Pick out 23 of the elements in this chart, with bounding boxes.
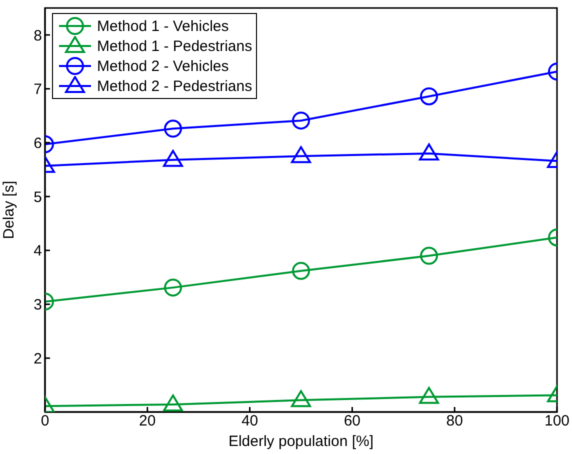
x-tick-label: 60 — [344, 412, 361, 430]
legend-label: Method 2 - Vehicles — [97, 58, 229, 74]
x-tick-label: 20 — [139, 412, 156, 430]
legend-label: Method 1 - Vehicles — [97, 18, 229, 34]
y-tick-label: 5 — [34, 188, 42, 206]
x-tick-label: 80 — [446, 412, 463, 430]
point — [292, 112, 310, 130]
y-axis-title: Delay [s] — [0, 180, 18, 240]
y-tick-label: 2 — [34, 350, 42, 368]
x-tick-label: 40 — [241, 412, 258, 430]
legend-label: Method 2 - Pedestrians — [97, 78, 252, 94]
legend-label: Method 1 - Pedestrians — [97, 38, 252, 54]
y-tick-label: 6 — [34, 134, 42, 152]
y-tick-label: 8 — [34, 27, 42, 44]
point — [292, 262, 310, 280]
y-tick-label: 7 — [34, 81, 42, 98]
x-tick-label: 0 — [40, 412, 50, 430]
y-tick-label: 3 — [34, 296, 42, 314]
point — [291, 390, 311, 408]
point — [291, 146, 311, 164]
x-axis-title: Elderly population [%] — [228, 433, 374, 450]
x-tick-label: 100 — [544, 412, 570, 430]
y-tick-label: 4 — [34, 242, 42, 260]
